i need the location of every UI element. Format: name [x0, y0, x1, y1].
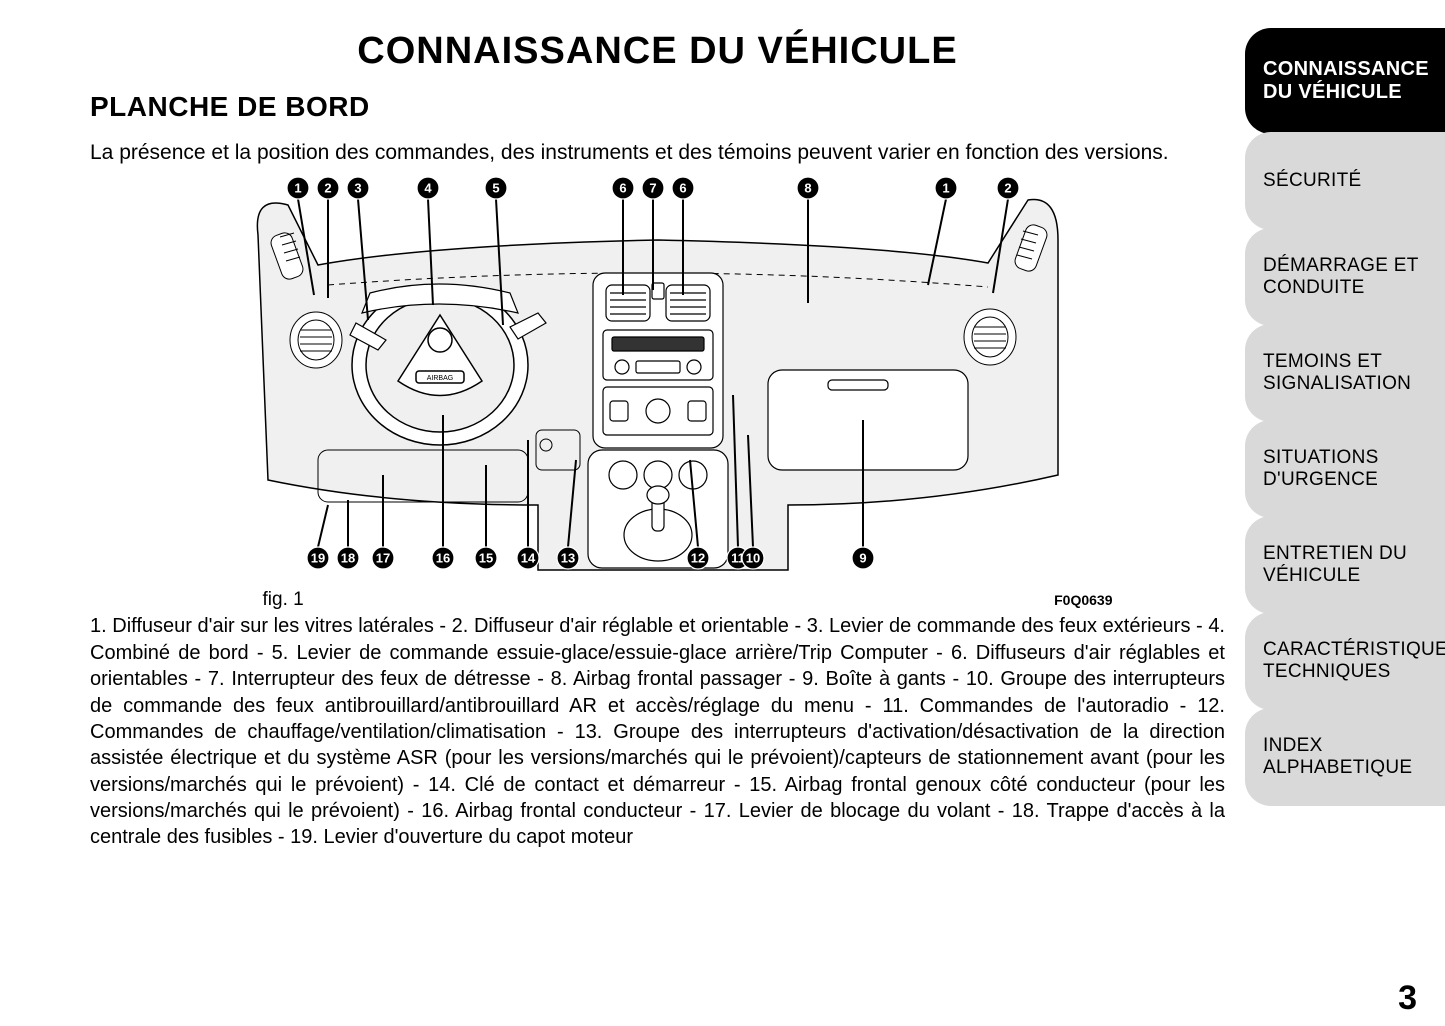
- svg-text:2: 2: [1004, 181, 1011, 196]
- svg-text:19: 19: [310, 551, 324, 566]
- section-tab-6[interactable]: CARACTÉRISTIQUES TECHNIQUES: [1245, 612, 1445, 710]
- manual-page: CONNAISSANCE DU VÉHICULE PLANCHE DE BORD…: [0, 0, 1445, 1026]
- svg-text:18: 18: [340, 551, 354, 566]
- intro-text: La présence et la position des commandes…: [90, 139, 1225, 167]
- section-tab-0[interactable]: CONNAISSANCE DU VÉHICULE: [1245, 28, 1445, 134]
- figure-code: F0Q0639: [1054, 592, 1112, 608]
- svg-text:15: 15: [478, 551, 492, 566]
- svg-text:6: 6: [619, 181, 626, 196]
- svg-text:7: 7: [649, 181, 656, 196]
- section-tab-4[interactable]: SITUATIONS D'URGENCE: [1245, 420, 1445, 518]
- section-title: PLANCHE DE BORD: [90, 91, 1225, 123]
- content-area: CONNAISSANCE DU VÉHICULE PLANCHE DE BORD…: [0, 0, 1245, 1026]
- svg-text:2: 2: [324, 181, 331, 196]
- svg-text:12: 12: [690, 551, 704, 566]
- dashboard-svg: AIRBAG: [228, 175, 1088, 585]
- section-tab-5[interactable]: ENTRETIEN DU VÉHICULE: [1245, 516, 1445, 614]
- svg-text:17: 17: [375, 551, 389, 566]
- section-tab-3[interactable]: TEMOINS ET SIGNALISATION: [1245, 324, 1445, 422]
- main-title: CONNAISSANCE DU VÉHICULE: [90, 30, 1225, 73]
- section-tab-1[interactable]: SÉCURITÉ: [1245, 132, 1445, 230]
- svg-text:8: 8: [804, 181, 811, 196]
- figure-label: fig. 1: [263, 589, 304, 611]
- svg-text:3: 3: [354, 181, 361, 196]
- page-number: 3: [1398, 979, 1417, 1018]
- svg-text:1: 1: [942, 181, 949, 196]
- svg-text:1: 1: [294, 181, 301, 196]
- svg-text:14: 14: [520, 551, 535, 566]
- figure-meta: fig. 1 F0Q0639: [193, 589, 1123, 611]
- svg-text:9: 9: [859, 551, 866, 566]
- svg-text:6: 6: [679, 181, 686, 196]
- svg-text:4: 4: [424, 181, 432, 196]
- svg-text:13: 13: [560, 551, 574, 566]
- section-tab-7[interactable]: INDEX ALPHABETIQUE: [1245, 708, 1445, 806]
- svg-text:10: 10: [745, 551, 759, 566]
- svg-text:5: 5: [492, 181, 499, 196]
- legend-text: 1. Diffuseur d'air sur les vitres latéra…: [90, 613, 1225, 851]
- section-tab-2[interactable]: DÉMARRAGE ET CONDUITE: [1245, 228, 1445, 326]
- dashboard-diagram: AIRBAG: [228, 175, 1088, 585]
- section-tabs: CONNAISSANCE DU VÉHICULESÉCURITÉDÉMARRAG…: [1245, 0, 1445, 1026]
- svg-text:16: 16: [435, 551, 449, 566]
- svg-text:AIRBAG: AIRBAG: [426, 375, 452, 382]
